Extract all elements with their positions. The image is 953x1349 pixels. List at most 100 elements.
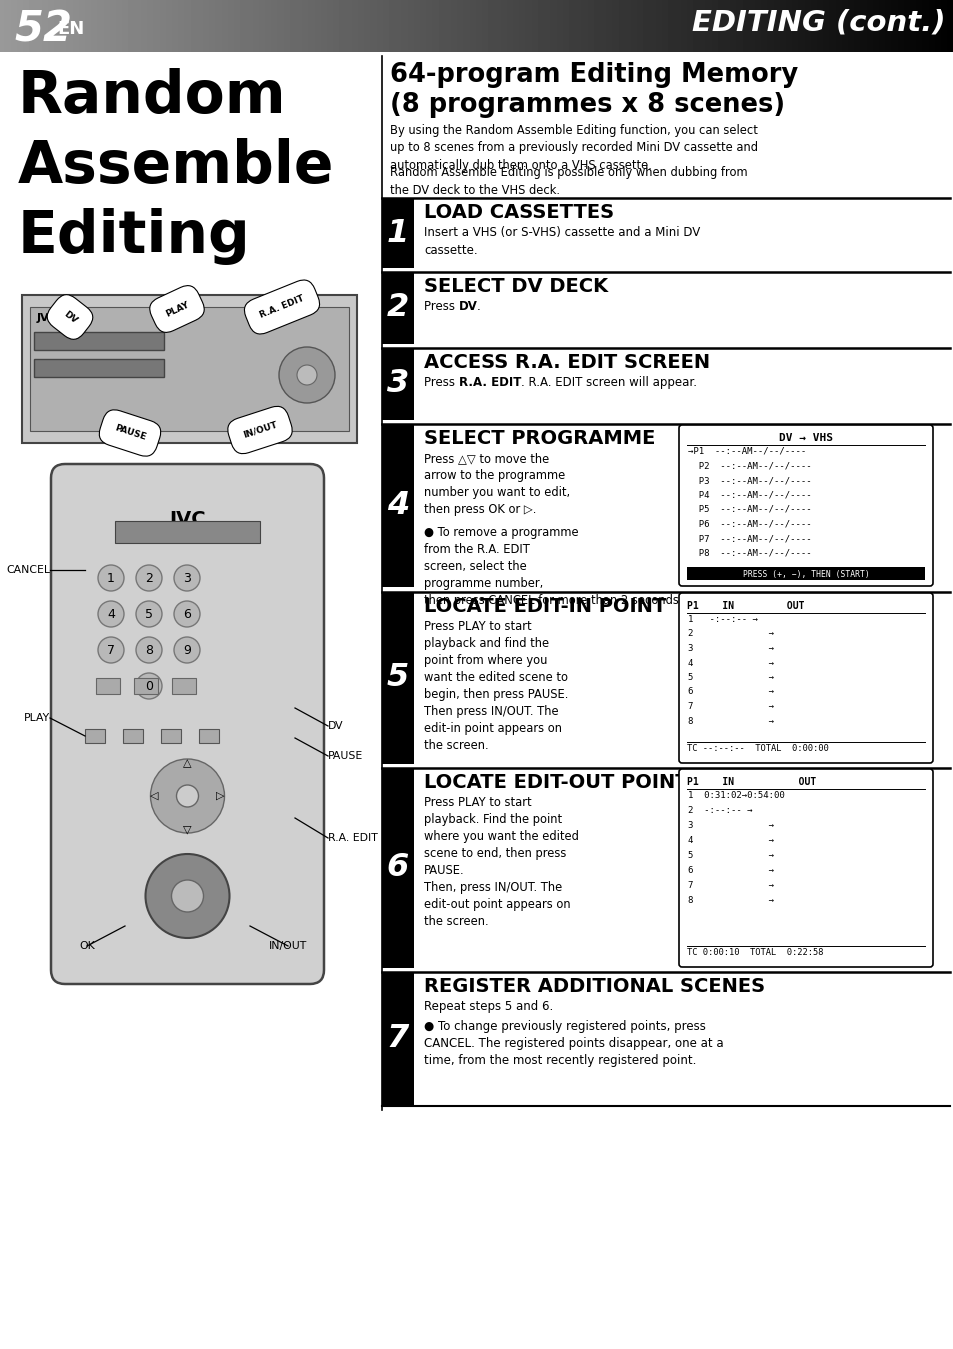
Bar bbox=[123, 728, 143, 743]
Circle shape bbox=[173, 637, 200, 662]
Text: DV: DV bbox=[328, 720, 343, 731]
Text: OK: OK bbox=[79, 942, 94, 951]
Text: 4: 4 bbox=[387, 490, 409, 521]
Text: R.A. EDIT: R.A. EDIT bbox=[458, 376, 521, 389]
Text: Repeat steps 5 and 6.: Repeat steps 5 and 6. bbox=[423, 1000, 553, 1013]
Text: ▷: ▷ bbox=[216, 791, 225, 801]
Bar bbox=[172, 679, 195, 693]
Text: . R.A. EDIT screen will appear.: . R.A. EDIT screen will appear. bbox=[520, 376, 697, 389]
Text: PLAY: PLAY bbox=[164, 299, 190, 318]
Text: TC 0:00:10  TOTAL  0:22:58: TC 0:00:10 TOTAL 0:22:58 bbox=[686, 948, 822, 956]
Text: .: . bbox=[476, 299, 480, 313]
Circle shape bbox=[136, 565, 162, 591]
Text: 7: 7 bbox=[387, 1023, 409, 1054]
Text: LOAD CASSETTES: LOAD CASSETTES bbox=[423, 202, 614, 223]
Text: 2              →: 2 → bbox=[687, 630, 773, 638]
Circle shape bbox=[98, 565, 124, 591]
Text: SELECT DV DECK: SELECT DV DECK bbox=[423, 277, 607, 295]
Text: JVC: JVC bbox=[37, 313, 58, 322]
Text: Press PLAY to start
playback. Find the point
where you want the edited
scene to : Press PLAY to start playback. Find the p… bbox=[423, 796, 578, 928]
Circle shape bbox=[98, 602, 124, 627]
Text: P2  --:--AM--/--/----: P2 --:--AM--/--/---- bbox=[687, 461, 811, 471]
Bar bbox=[34, 332, 164, 349]
Text: DV: DV bbox=[61, 309, 78, 325]
Bar bbox=[115, 521, 260, 544]
Circle shape bbox=[173, 602, 200, 627]
Text: 8              →: 8 → bbox=[687, 896, 773, 905]
Text: CANCEL: CANCEL bbox=[6, 565, 50, 575]
Circle shape bbox=[151, 759, 224, 832]
Text: P1    IN         OUT: P1 IN OUT bbox=[686, 602, 803, 611]
Text: Press: Press bbox=[423, 299, 458, 313]
Text: PRESS (+, −), THEN (START): PRESS (+, −), THEN (START) bbox=[741, 569, 868, 579]
Text: R.A. EDIT: R.A. EDIT bbox=[328, 832, 377, 843]
Text: 2  -:--:-- →: 2 -:--:-- → bbox=[687, 805, 752, 815]
Bar bbox=[85, 728, 105, 743]
Text: PAUSE: PAUSE bbox=[113, 424, 147, 442]
Text: 7              →: 7 → bbox=[687, 701, 773, 711]
Text: ▽: ▽ bbox=[183, 824, 192, 834]
Text: 8              →: 8 → bbox=[687, 716, 773, 726]
Text: 1: 1 bbox=[387, 217, 409, 248]
Text: ● To remove a programme
from the R.A. EDIT
screen, select the
programme number,
: ● To remove a programme from the R.A. ED… bbox=[423, 526, 681, 607]
Bar bbox=[381, 272, 414, 344]
FancyBboxPatch shape bbox=[679, 769, 932, 967]
Bar bbox=[381, 348, 414, 420]
Circle shape bbox=[136, 637, 162, 662]
Text: △: △ bbox=[183, 758, 192, 768]
Bar bbox=[199, 728, 219, 743]
Text: 3: 3 bbox=[387, 368, 409, 399]
Text: R.A. EDIT: R.A. EDIT bbox=[258, 294, 305, 320]
Text: 5              →: 5 → bbox=[687, 673, 773, 683]
Text: Insert a VHS (or S-VHS) cassette and a Mini DV
cassette.: Insert a VHS (or S-VHS) cassette and a M… bbox=[423, 227, 700, 256]
Text: 9: 9 bbox=[183, 643, 191, 657]
Text: 5: 5 bbox=[387, 662, 409, 693]
Text: 5: 5 bbox=[145, 607, 152, 621]
Text: Random: Random bbox=[18, 67, 286, 125]
Text: By using the Random Assemble Editing function, you can select
up to 8 scenes fro: By using the Random Assemble Editing fun… bbox=[390, 124, 758, 173]
Text: 4              →: 4 → bbox=[687, 836, 773, 844]
Bar bbox=[381, 424, 414, 587]
Text: PAUSE: PAUSE bbox=[328, 751, 363, 761]
Text: LOCATE EDIT-IN POINT: LOCATE EDIT-IN POINT bbox=[423, 598, 665, 616]
Text: 5              →: 5 → bbox=[687, 851, 773, 861]
Text: 6              →: 6 → bbox=[687, 866, 773, 876]
Text: P1    IN           OUT: P1 IN OUT bbox=[686, 777, 816, 786]
Text: 7              →: 7 → bbox=[687, 881, 773, 890]
Text: 52: 52 bbox=[14, 8, 71, 50]
Text: 6: 6 bbox=[183, 607, 191, 621]
Text: REGISTER ADDITIONAL SCENES: REGISTER ADDITIONAL SCENES bbox=[423, 977, 764, 996]
Text: 6              →: 6 → bbox=[687, 688, 773, 696]
Bar bbox=[381, 768, 414, 969]
Text: 4              →: 4 → bbox=[687, 658, 773, 668]
Bar bbox=[34, 359, 164, 376]
Bar bbox=[96, 679, 120, 693]
Circle shape bbox=[278, 347, 335, 403]
Text: Assemble: Assemble bbox=[18, 138, 335, 196]
Text: P5  --:--AM--/--/----: P5 --:--AM--/--/---- bbox=[687, 505, 811, 514]
FancyBboxPatch shape bbox=[679, 594, 932, 764]
Text: Press PLAY to start
playback and find the
point from where you
want the edited s: Press PLAY to start playback and find th… bbox=[423, 621, 568, 751]
FancyBboxPatch shape bbox=[679, 425, 932, 585]
Text: ACCESS R.A. EDIT SCREEN: ACCESS R.A. EDIT SCREEN bbox=[423, 353, 709, 372]
Text: IN/OUT: IN/OUT bbox=[241, 421, 278, 440]
Text: IN/OUT: IN/OUT bbox=[269, 942, 307, 951]
Bar bbox=[381, 592, 414, 764]
Text: ● To change previously registered points, press
CANCEL. The registered points di: ● To change previously registered points… bbox=[423, 1020, 723, 1067]
Text: P4  --:--AM--/--/----: P4 --:--AM--/--/---- bbox=[687, 491, 811, 499]
Text: JVC: JVC bbox=[169, 510, 206, 529]
Text: TC --:--:--  TOTAL  0:00:00: TC --:--:-- TOTAL 0:00:00 bbox=[686, 745, 828, 753]
Text: 4: 4 bbox=[107, 607, 114, 621]
FancyBboxPatch shape bbox=[51, 464, 324, 983]
Text: SELECT PROGRAMME: SELECT PROGRAMME bbox=[423, 429, 655, 448]
Bar bbox=[161, 728, 181, 743]
Bar bbox=[30, 308, 349, 430]
Text: P8  --:--AM--/--/----: P8 --:--AM--/--/---- bbox=[687, 549, 811, 557]
Circle shape bbox=[146, 854, 230, 938]
Circle shape bbox=[173, 565, 200, 591]
Text: DV: DV bbox=[458, 299, 477, 313]
Text: →P1  --:--AM--/--/----: →P1 --:--AM--/--/---- bbox=[687, 447, 805, 456]
Text: 3: 3 bbox=[183, 572, 191, 584]
Text: DV → VHS: DV → VHS bbox=[779, 433, 832, 442]
Circle shape bbox=[98, 637, 124, 662]
